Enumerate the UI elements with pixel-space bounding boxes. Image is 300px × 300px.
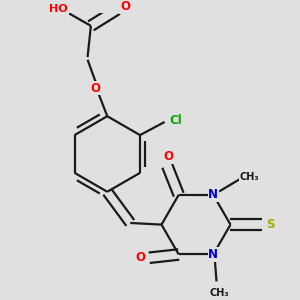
Text: HO: HO (50, 4, 68, 14)
Text: O: O (120, 0, 130, 13)
Text: S: S (266, 218, 275, 231)
Text: N: N (208, 188, 218, 201)
Text: O: O (163, 150, 173, 163)
Text: CH₃: CH₃ (240, 172, 259, 182)
Text: O: O (91, 82, 101, 95)
Text: O: O (136, 251, 146, 264)
Text: CH₃: CH₃ (210, 288, 230, 298)
Text: Cl: Cl (169, 114, 182, 127)
Text: N: N (208, 248, 218, 261)
